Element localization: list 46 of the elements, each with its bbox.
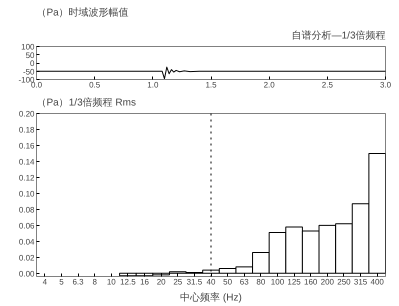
x-tick-label: 63 [240, 278, 250, 286]
y-tick-label: 0.18 [18, 125, 36, 134]
y-tick-label: 0.12 [18, 173, 36, 182]
x-tick-label: 16 [140, 278, 150, 286]
x-tick-label: 3.0 [380, 80, 392, 90]
x-tick-label: 4 [42, 278, 48, 286]
x-tick-label: 160 [304, 278, 318, 286]
y-tick-label: 0.04 [18, 237, 36, 246]
x-tick-label: 1.0 [147, 80, 159, 90]
x-tick-label: 12.5 [120, 278, 136, 286]
chart-title: （Pa）时域波形幅值 [36, 6, 129, 18]
x-tick-label: 250 [337, 278, 352, 286]
x-tick-label: 0.5 [89, 80, 101, 90]
x-tick-label: 6.3 [72, 278, 84, 286]
y-tick-label: 0.08 [18, 205, 36, 214]
y-tick-label: 50 [26, 50, 36, 60]
y-tick-label: 100 [21, 42, 36, 52]
x-tick-label: 20 [156, 278, 166, 286]
y-tick-label: 0.20 [18, 110, 36, 118]
x-tick-label: 100 [270, 278, 285, 286]
x-tick-label: 10 [106, 278, 116, 286]
chart-title: （Pa）1/3倍频程 Rms [36, 96, 136, 108]
x-tick-label: 50 [223, 278, 233, 286]
x-axis-title: 中心频率 (Hz) [180, 292, 242, 304]
x-tick-label: 125 [287, 278, 302, 286]
y-tick-label: 0.14 [18, 157, 36, 166]
x-tick-label: 40 [206, 278, 216, 286]
x-tick-label: 2.5 [322, 80, 334, 90]
x-tick-label: 200 [320, 278, 335, 286]
y-tick-label: 0.06 [18, 221, 36, 230]
y-tick-label: 0 [30, 59, 36, 68]
x-tick-label: 315 [354, 278, 368, 286]
x-tick-label: 80 [256, 278, 266, 286]
y-tick-label: 0.00 [18, 269, 36, 278]
text: 自谱分析—1/3倍频程 [292, 30, 386, 42]
x-tick-label: 5 [59, 278, 64, 286]
y-tick-label: 0.10 [18, 189, 36, 198]
x-tick-label: 1.5 [205, 80, 218, 90]
x-tick-label: 8 [92, 278, 98, 286]
x-tick-label: 2.0 [264, 80, 276, 90]
x-tick-label: 400 [370, 278, 384, 286]
y-tick-label: 0.02 [18, 253, 36, 262]
y-tick-label: -50 [22, 67, 36, 76]
x-tick-label: 31.5 [186, 278, 203, 286]
y-tick-label: 0.16 [18, 141, 36, 150]
x-tick-label: 25 [173, 278, 183, 286]
